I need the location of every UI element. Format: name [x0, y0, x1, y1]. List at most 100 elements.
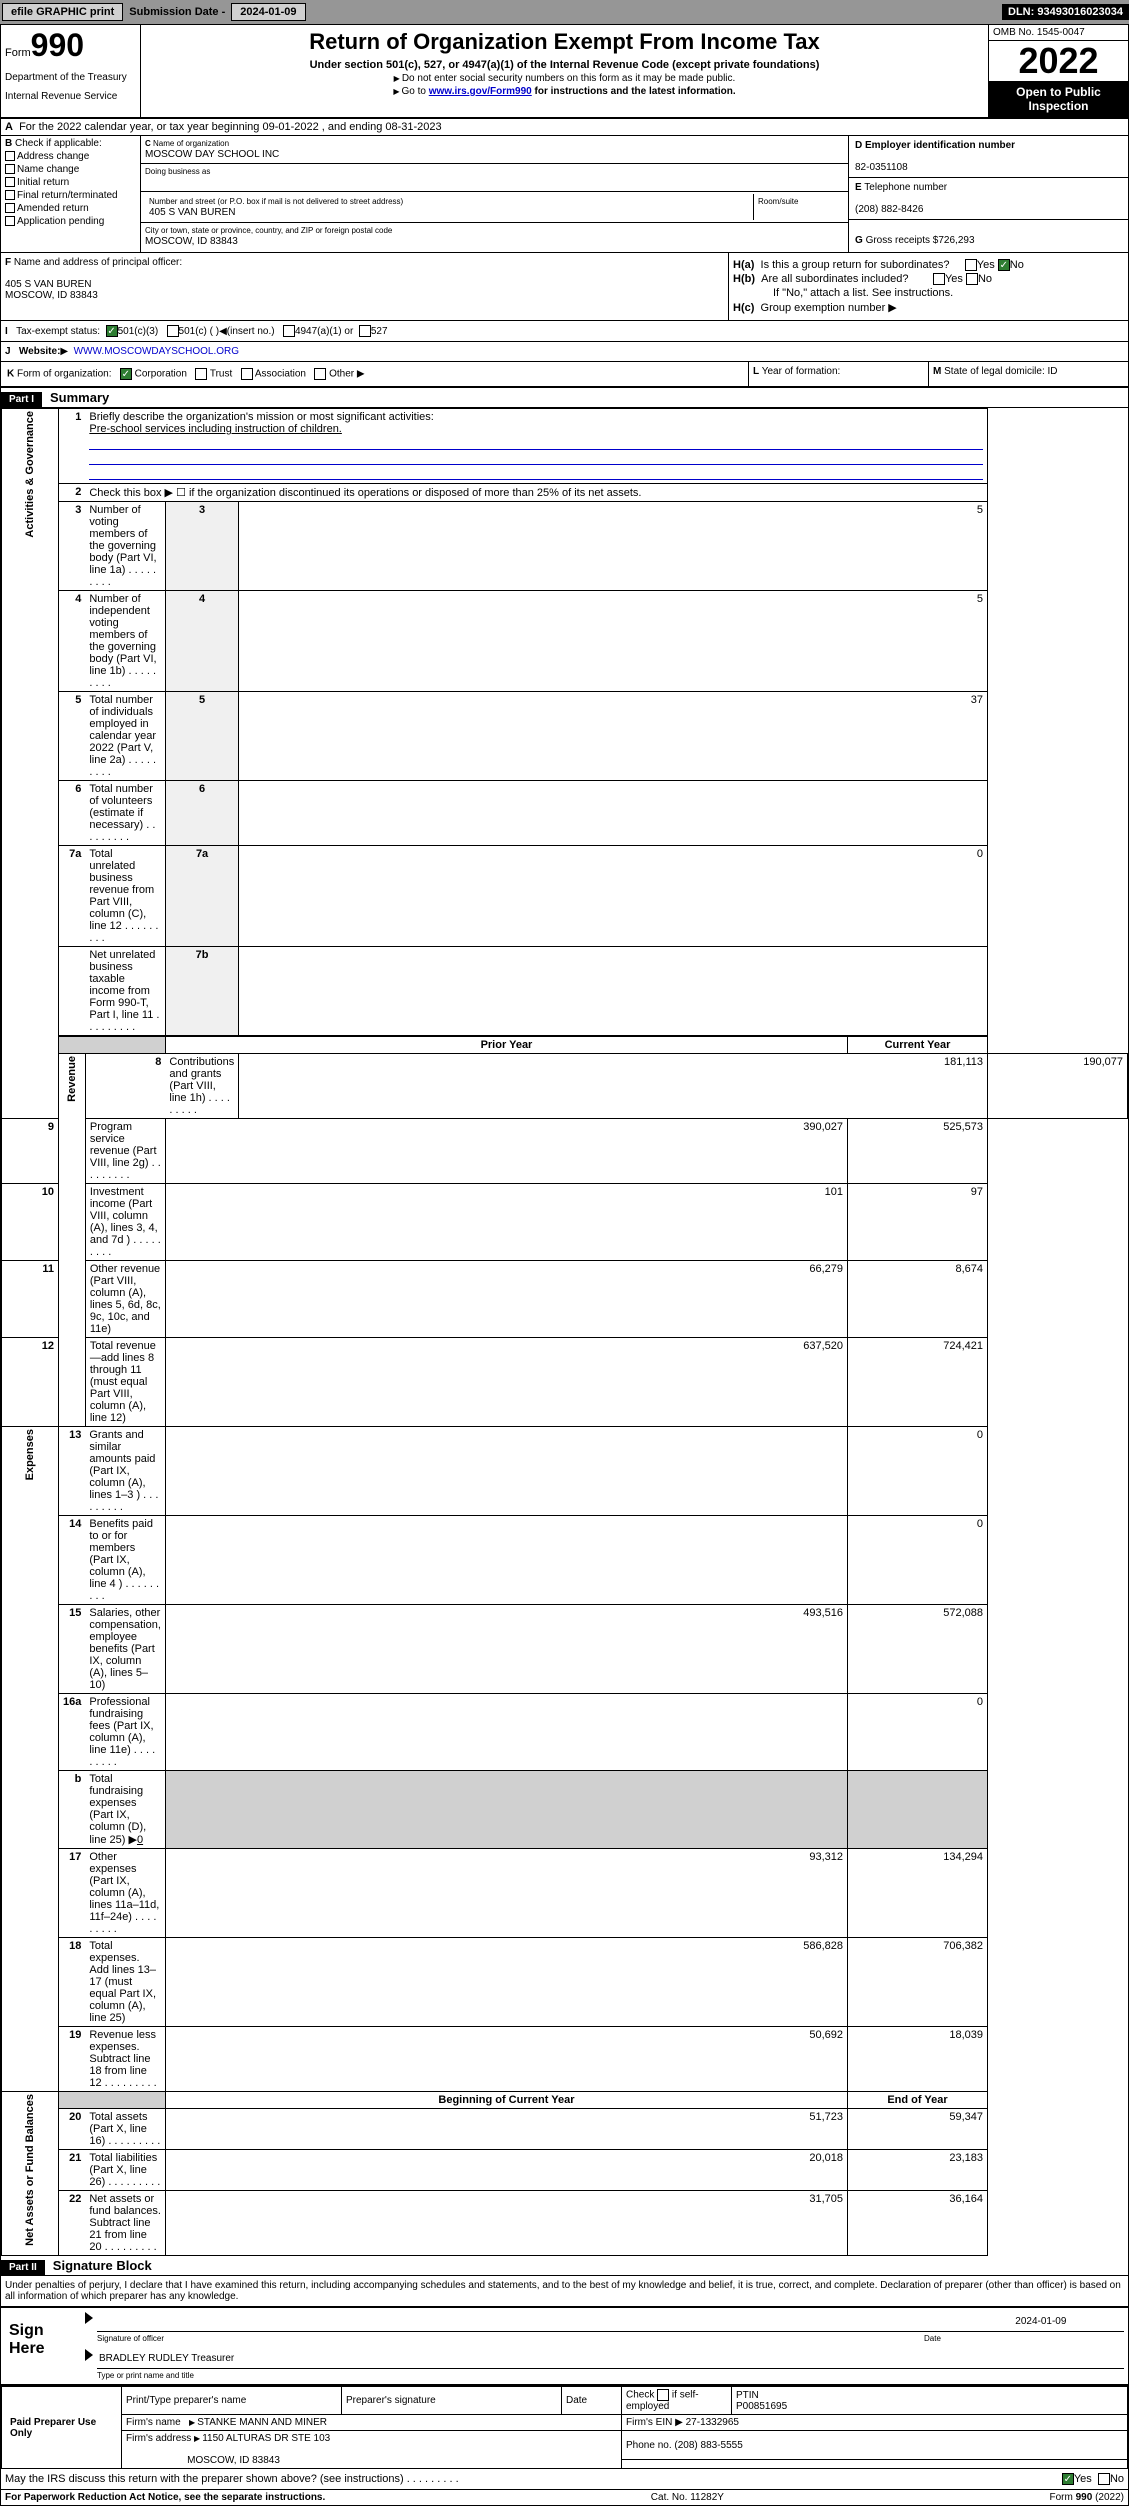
officer-label: Name and address of principal officer:	[14, 257, 182, 268]
line11-desc: Other revenue (Part VIII, column (A), li…	[85, 1261, 165, 1338]
chk-corp[interactable]	[120, 368, 132, 380]
section-f-h: F Name and address of principal officer:…	[1, 253, 1128, 321]
line2: Check this box ▶ ☐ if the organization d…	[85, 484, 987, 502]
note-ssn: Do not enter social security numbers on …	[145, 73, 984, 84]
chk-trust[interactable]	[195, 368, 207, 380]
current-year-header: Current Year	[848, 1036, 988, 1054]
name-title-label: Type or print name and title	[97, 2371, 1124, 2380]
line19-curr: 18,039	[848, 2027, 988, 2092]
prep-phone: (208) 883-5555	[674, 2440, 742, 2451]
discuss-row: May the IRS discuss this return with the…	[1, 2469, 1128, 2489]
efile-btn[interactable]: efile GRAPHIC print	[2, 3, 123, 21]
city-state-zip: MOSCOW, ID 83843	[145, 236, 238, 247]
sig-officer-label: Signature of officer	[97, 2334, 924, 2343]
ha-no[interactable]	[998, 259, 1010, 271]
hb-note: If "No," attach a list. See instructions…	[733, 287, 1124, 299]
line12-desc: Total revenue—add lines 8 through 11 (mu…	[85, 1338, 165, 1427]
line13-curr: 0	[848, 1427, 988, 1516]
self-employed-cell: Check if self-employed	[622, 2387, 732, 2415]
chk-address-change[interactable]: Address change	[5, 151, 136, 162]
dln: DLN: 93493016023034	[1002, 4, 1129, 20]
line5-val: 37	[239, 692, 988, 781]
submission-date: 2024-01-09	[231, 3, 305, 21]
line16b-prior	[165, 1771, 847, 1849]
hc-label: Group exemption number	[761, 302, 886, 314]
line16a-desc: Professional fundraising fees (Part IX, …	[85, 1694, 165, 1771]
line8-curr: 190,077	[988, 1054, 1128, 1119]
firm-addr2: MOSCOW, ID 83843	[187, 2455, 280, 2466]
line16b-desc: Total fundraising expenses (Part IX, col…	[85, 1771, 165, 1849]
line7a-desc: Total unrelated business revenue from Pa…	[85, 846, 165, 947]
paperwork-notice: For Paperwork Reduction Act Notice, see …	[5, 2492, 325, 2503]
line15-curr: 572,088	[848, 1605, 988, 1694]
omb-number: OMB No. 1545-0047	[989, 25, 1128, 41]
sig-date: 2024-01-09	[1015, 2316, 1066, 2329]
line7a-val: 0	[239, 846, 988, 947]
sig-declaration: Under penalties of perjury, I declare th…	[1, 2276, 1128, 2308]
line10-prior: 101	[165, 1184, 847, 1261]
line8-prior: 181,113	[239, 1054, 988, 1119]
hb-label: Are all subordinates included?	[761, 273, 908, 285]
chk-501c3[interactable]	[106, 325, 118, 337]
prep-sig-header: Preparer's signature	[342, 2387, 562, 2415]
dba-label: Doing business as	[145, 167, 210, 176]
chk-final-return[interactable]: Final return/terminated	[5, 190, 136, 201]
hb-no[interactable]	[966, 273, 978, 285]
topbar: efile GRAPHIC print Submission Date - 20…	[0, 0, 1129, 24]
cat-no: Cat. No. 11282Y	[651, 2492, 724, 2503]
row-j: J Website: ▶ WWW.MOSCOWDAYSCHOOL.ORG	[1, 342, 1128, 362]
line13-desc: Grants and similar amounts paid (Part IX…	[85, 1427, 165, 1516]
sign-here-label: Sign Here	[5, 2312, 85, 2380]
note-link: Go to www.irs.gov/Form990 for instructio…	[145, 86, 984, 97]
line19-desc: Revenue less expenses. Subtract line 18 …	[85, 2027, 165, 2092]
chk-assoc[interactable]	[241, 368, 253, 380]
prior-year-header: Prior Year	[165, 1036, 847, 1054]
discuss-yes[interactable]	[1062, 2473, 1074, 2485]
line1-desc: Briefly describe the organization's miss…	[89, 411, 433, 423]
chk-self-employed[interactable]	[657, 2389, 669, 2401]
officer-addr2: MOSCOW, ID 83843	[5, 290, 98, 301]
row-a: A For the 2022 calendar year, or tax yea…	[1, 119, 1128, 136]
firm-ein: 27-1332965	[686, 2417, 739, 2428]
line15-desc: Salaries, other compensation, employee b…	[85, 1605, 165, 1694]
summary-table: Activities & Governance 1 Briefly descri…	[1, 408, 1128, 2256]
chk-initial-return[interactable]: Initial return	[5, 177, 136, 188]
firm-addr1: 1150 ALTURAS DR STE 103	[194, 2433, 330, 2444]
chk-527[interactable]	[359, 325, 371, 337]
line11-curr: 8,674	[848, 1261, 988, 1338]
inspection-label: Open to Public Inspection	[989, 81, 1128, 117]
arrow-icon	[85, 2349, 93, 2361]
chk-amended[interactable]: Amended return	[5, 203, 136, 214]
line9-curr: 525,573	[848, 1119, 988, 1184]
chk-other[interactable]	[314, 368, 326, 380]
line7b-desc: Net unrelated business taxable income fr…	[85, 947, 165, 1037]
prep-date-header: Date	[562, 2387, 622, 2415]
chk-name-change[interactable]: Name change	[5, 164, 136, 175]
part1-header: Part ISummary	[1, 388, 1128, 408]
section-b-to-g: B Check if applicable: Address change Na…	[1, 136, 1128, 253]
hb-yes[interactable]	[933, 273, 945, 285]
ptin-cell: PTINP00851695	[732, 2387, 1128, 2415]
website-link[interactable]: WWW.MOSCOWDAYSCHOOL.ORG	[74, 346, 239, 357]
dept-treasury: Department of the Treasury	[5, 72, 136, 83]
mission-text: Pre-school services including instructio…	[89, 423, 342, 435]
rev-label: Revenue	[66, 1056, 78, 1102]
line9-prior: 390,027	[165, 1119, 847, 1184]
ha-label: Is this a group return for subordinates?	[761, 259, 950, 271]
line21-beg: 20,018	[165, 2150, 847, 2191]
line3-val: 5	[239, 502, 988, 591]
discuss-no[interactable]	[1098, 2473, 1110, 2485]
ha-yes[interactable]	[965, 259, 977, 271]
chk-app-pending[interactable]: Application pending	[5, 216, 136, 227]
preparer-table: Paid Preparer Use Only Print/Type prepar…	[1, 2386, 1128, 2469]
beg-year-header: Beginning of Current Year	[165, 2092, 847, 2109]
chk-4947[interactable]	[283, 325, 295, 337]
officer-name-title: BRADLEY RUDLEY Treasurer	[97, 2351, 1124, 2369]
line12-curr: 724,421	[848, 1338, 988, 1427]
line17-prior: 93,312	[165, 1849, 847, 1938]
line17-desc: Other expenses (Part IX, column (A), lin…	[85, 1849, 165, 1938]
exp-label: Expenses	[24, 1429, 36, 1480]
line14-curr: 0	[848, 1516, 988, 1605]
chk-501c[interactable]	[167, 325, 179, 337]
irs-link[interactable]: www.irs.gov/Form990	[429, 86, 532, 97]
